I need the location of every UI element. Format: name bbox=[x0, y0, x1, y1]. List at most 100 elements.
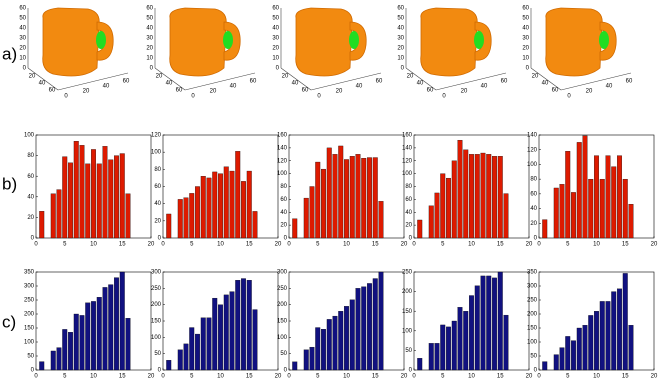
y-tick-label: 100 bbox=[151, 150, 162, 156]
z-tick-label: 20 bbox=[397, 46, 404, 52]
y-tick-label: 250 bbox=[151, 286, 162, 292]
bar bbox=[178, 199, 183, 238]
mug-body bbox=[421, 8, 478, 76]
bar bbox=[565, 336, 570, 370]
ground-tick-label: 40 bbox=[606, 84, 613, 90]
bar bbox=[446, 327, 451, 370]
bar bbox=[80, 145, 85, 238]
bar bbox=[103, 146, 108, 238]
y-tick-label: 120 bbox=[402, 158, 413, 164]
y-tick-label: 40 bbox=[280, 210, 287, 216]
ground-tick-label: 0 bbox=[191, 94, 195, 100]
ground-tick-label: 40 bbox=[39, 81, 46, 87]
x-tick-label: 10 bbox=[90, 242, 97, 248]
y-tick-label: 50 bbox=[405, 348, 412, 354]
bar bbox=[504, 194, 509, 238]
z-tick-label: 0 bbox=[23, 66, 27, 72]
x-tick-label: 5 bbox=[566, 242, 570, 248]
bar bbox=[504, 315, 509, 370]
bar bbox=[201, 176, 206, 238]
bar bbox=[486, 154, 491, 238]
y-tick-label: 150 bbox=[402, 309, 413, 315]
ground-tick-label: 60 bbox=[427, 88, 434, 94]
bar bbox=[166, 360, 171, 370]
bar bbox=[310, 347, 315, 370]
ground-tick-label: 0 bbox=[567, 94, 571, 100]
x-tick-label: 0 bbox=[34, 374, 38, 380]
bar bbox=[62, 329, 67, 370]
x-tick-label: 20 bbox=[651, 374, 658, 380]
x-tick-label: 5 bbox=[63, 242, 67, 248]
z-tick-label: 10 bbox=[522, 56, 529, 62]
mug-body bbox=[546, 8, 603, 76]
bar bbox=[338, 146, 343, 238]
y-tick-label: 50 bbox=[280, 351, 287, 357]
y-tick-label: 120 bbox=[151, 133, 162, 139]
x-tick-label: 0 bbox=[34, 242, 38, 248]
bar bbox=[344, 159, 349, 238]
bar bbox=[189, 193, 194, 238]
ground-tick-label: 40 bbox=[230, 84, 237, 90]
bar bbox=[429, 206, 434, 238]
y-tick-label: 60 bbox=[154, 184, 161, 190]
y-tick-label: 60 bbox=[405, 197, 412, 203]
bar bbox=[361, 287, 366, 370]
bar bbox=[554, 188, 559, 238]
x-tick-label: 15 bbox=[372, 374, 379, 380]
bar bbox=[114, 156, 119, 238]
bar bbox=[91, 301, 96, 370]
y-tick-label: 20 bbox=[405, 223, 412, 229]
bar bbox=[594, 311, 599, 370]
bar bbox=[292, 219, 297, 238]
bar bbox=[361, 158, 366, 238]
y-tick-label: 300 bbox=[527, 284, 538, 290]
handle-segment bbox=[474, 31, 484, 49]
bar bbox=[469, 154, 474, 238]
bar bbox=[429, 343, 434, 370]
z-tick-label: 20 bbox=[19, 46, 26, 52]
handle-segment bbox=[96, 31, 106, 49]
bar bbox=[235, 280, 240, 370]
bar bbox=[475, 154, 480, 238]
bar bbox=[475, 286, 480, 370]
x-tick-label: 15 bbox=[372, 242, 379, 248]
bar bbox=[304, 198, 309, 238]
x-tick-label: 20 bbox=[148, 242, 155, 248]
bar bbox=[327, 148, 332, 238]
bar bbox=[629, 204, 634, 238]
bar bbox=[452, 161, 457, 238]
y-tick-label: 60 bbox=[530, 191, 537, 197]
bar bbox=[68, 163, 73, 238]
y-tick-label: 80 bbox=[27, 153, 34, 159]
bar bbox=[166, 214, 171, 238]
y-tick-label: 300 bbox=[151, 270, 162, 276]
y-tick-label: 100 bbox=[527, 162, 538, 168]
bar bbox=[97, 164, 102, 238]
y-tick-label: 200 bbox=[277, 302, 288, 308]
x-tick-label: 10 bbox=[217, 374, 224, 380]
y-tick-label: 150 bbox=[527, 326, 538, 332]
z-tick-label: 20 bbox=[522, 46, 529, 52]
bar bbox=[241, 279, 246, 370]
z-tick-label: 40 bbox=[272, 26, 279, 32]
bar bbox=[498, 272, 503, 370]
y-tick-label: 50 bbox=[530, 354, 537, 360]
bar bbox=[435, 343, 440, 370]
bar bbox=[218, 305, 223, 370]
x-tick-label: 10 bbox=[468, 242, 475, 248]
x-tick-label: 5 bbox=[190, 242, 194, 248]
bar bbox=[435, 193, 440, 238]
z-tick-label: 20 bbox=[272, 46, 279, 52]
y-tick-label: 80 bbox=[154, 167, 161, 173]
z-tick-label: 40 bbox=[146, 26, 153, 32]
bar bbox=[417, 358, 422, 370]
ground-tick-label: 40 bbox=[417, 81, 424, 87]
mug-body bbox=[43, 8, 100, 76]
bar bbox=[207, 178, 212, 238]
ground-tick-label: 40 bbox=[103, 84, 110, 90]
x-tick-label: 15 bbox=[497, 374, 504, 380]
y-tick-label: 100 bbox=[24, 133, 35, 139]
bar bbox=[356, 154, 361, 238]
x-tick-label: 5 bbox=[316, 374, 320, 380]
y-tick-label: 150 bbox=[24, 326, 35, 332]
